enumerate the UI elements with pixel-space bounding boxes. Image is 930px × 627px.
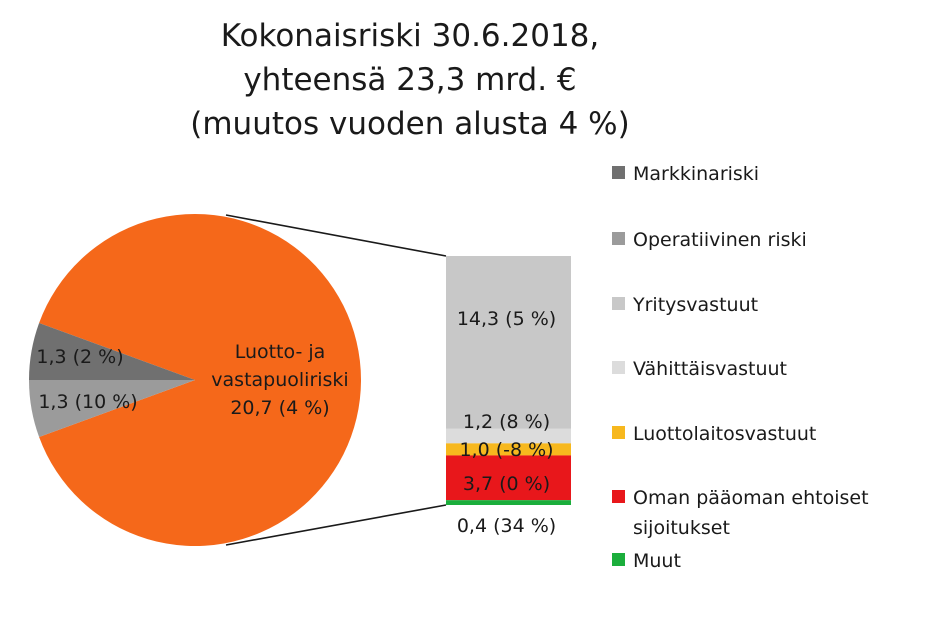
legend-label-line-1: Vähittäisvastuut <box>633 358 787 380</box>
legend-item-6: Oman pääoman ehtoiset sijoitukset <box>612 483 869 543</box>
legend-label-line-1: Muut <box>633 550 681 572</box>
legend-swatch <box>612 232 625 245</box>
chart-title-line-1: Kokonaisriski 30.6.2018, <box>220 18 600 54</box>
legend-label: Markkinariski <box>633 159 759 189</box>
chart-title-line-3: (muutos vuoden alusta 4 %) <box>190 106 630 142</box>
legend-swatch <box>612 361 625 374</box>
legend-item-1: Markkinariski <box>612 159 759 189</box>
legend-label-line-1: Markkinariski <box>633 163 760 185</box>
bar-segment-3 <box>446 443 571 456</box>
bar-label-2: 1,2 (8 %) <box>463 411 550 433</box>
bar-segment-5 <box>446 500 571 505</box>
pie-label-luotto-ja-vastapuoliriski-line-3: 20,7 (4 %) <box>230 397 329 419</box>
bar-label-5: 0,4 (34 %) <box>457 515 556 537</box>
legend-label-line-2: sijoitukset <box>633 517 730 539</box>
legend-label-line-1: Luottolaitosvastuut <box>633 423 817 445</box>
chart-title-line-2: yhteensä 23,3 mrd. € <box>243 62 577 98</box>
connector-line-top <box>225 214 447 257</box>
legend-label: Luottolaitosvastuut <box>633 419 816 449</box>
pie-label-operatiivinen-riski-line-1: 1,3 (2 %) <box>36 346 123 368</box>
legend-label-line-1: Yritysvastuut <box>633 294 759 316</box>
bar-label-4: 3,7 (0 %) <box>463 473 550 495</box>
legend-swatch <box>612 553 625 566</box>
pie-label-markkinariski-line-1: 1,3 (10 %) <box>38 391 137 413</box>
bar-label-1: 14,3 (5 %) <box>457 308 556 330</box>
legend-item-3: Yritysvastuut <box>612 290 758 320</box>
connector-line-bottom <box>225 504 447 546</box>
pie-slice-luotto-ja-vastapuoliriski <box>39 213 362 546</box>
legend-label-line-1: Oman pääoman ehtoiset <box>633 487 869 509</box>
legend-label: Operatiivinen riski <box>633 225 807 255</box>
bar-segment-1 <box>446 256 571 429</box>
legend-label: Vähittäisvastuut <box>633 354 787 384</box>
bar-segment-4 <box>446 455 571 501</box>
legend-swatch <box>612 166 625 179</box>
chart-title: Kokonaisriski 30.6.2018, yhteensä 23,3 m… <box>140 14 680 146</box>
legend-item-4: Vähittäisvastuut <box>612 354 787 384</box>
legend-label: Yritysvastuut <box>633 290 758 320</box>
legend-swatch <box>612 490 625 503</box>
legend-label: Muut <box>633 546 681 576</box>
legend-item-2: Operatiivinen riski <box>612 225 807 255</box>
pie-label-luotto-ja-vastapuoliriski-line-1: Luotto- ja <box>235 341 326 363</box>
legend-label: Oman pääoman ehtoiset sijoitukset <box>633 483 869 543</box>
pie-slice-markkinariski <box>29 322 195 380</box>
legend-item-7: Muut <box>612 546 681 576</box>
pie-slice-operatiivinen-riski <box>29 380 195 438</box>
bar-segment-2 <box>446 428 571 444</box>
legend-swatch <box>612 297 625 310</box>
pie-label-luotto-ja-vastapuoliriski-line-2: vastapuoliriski <box>211 369 348 391</box>
legend-swatch <box>612 426 625 439</box>
bar-label-3: 1,0 (-8 %) <box>459 439 553 461</box>
legend-item-5: Luottolaitosvastuut <box>612 419 816 449</box>
legend-label-line-1: Operatiivinen riski <box>633 229 807 251</box>
